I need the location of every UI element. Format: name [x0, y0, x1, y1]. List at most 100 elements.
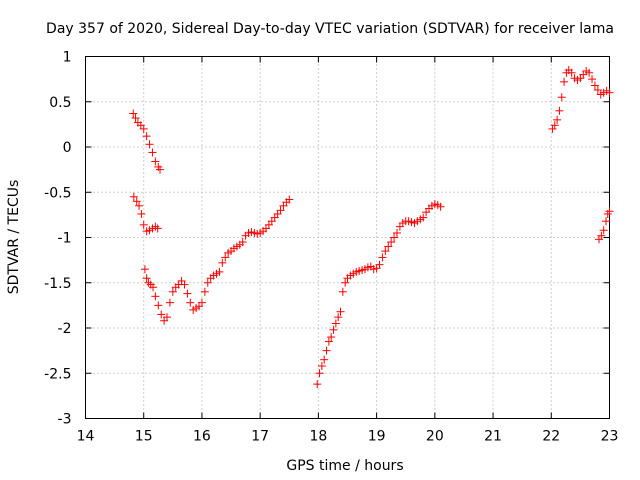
data-point — [183, 289, 192, 298]
data-point — [381, 247, 390, 256]
data-point — [238, 238, 247, 247]
y-tick-label: 0.5 — [49, 95, 71, 111]
data-point — [156, 165, 165, 174]
x-tick-label: 18 — [309, 429, 327, 445]
data-point — [560, 77, 569, 86]
data-point — [557, 93, 566, 102]
data-point — [588, 75, 597, 84]
data-point — [218, 258, 227, 267]
data-point — [315, 369, 324, 378]
data-point — [135, 201, 144, 210]
y-tick-label: -1 — [58, 231, 72, 247]
data-point — [131, 114, 140, 123]
data-point — [313, 380, 322, 389]
data-point — [129, 192, 138, 201]
data-point — [149, 283, 158, 292]
y-tick-label: -3 — [58, 412, 72, 428]
series-arc-5 — [548, 66, 614, 133]
data-point — [605, 207, 614, 216]
data-point — [129, 109, 138, 118]
series-arc-1 — [129, 109, 165, 174]
data-point — [140, 265, 149, 274]
data-point — [186, 298, 195, 307]
x-tick-label: 16 — [193, 429, 211, 445]
y-tick-label: 0 — [63, 140, 72, 156]
data-point — [165, 298, 174, 307]
series-arc-3 — [140, 195, 294, 325]
x-tick-label: 20 — [426, 429, 444, 445]
data-point — [153, 224, 162, 233]
data-point — [593, 85, 602, 94]
data-point — [139, 124, 148, 133]
x-tick-label: 21 — [484, 429, 502, 445]
data-point — [602, 217, 611, 226]
data-point — [168, 287, 177, 296]
data-point — [375, 260, 384, 269]
data-point — [585, 68, 594, 77]
y-tick-label: 1 — [63, 50, 72, 66]
data-point — [142, 274, 151, 283]
x-tick-label: 23 — [601, 429, 619, 445]
data-point — [142, 132, 151, 141]
series-arc-4 — [313, 200, 445, 389]
data-point — [597, 231, 606, 240]
data-point — [334, 313, 343, 322]
y-tick-label: -2 — [58, 321, 72, 337]
data-point — [180, 280, 189, 289]
data-point — [378, 253, 387, 262]
x-tick-label: 22 — [542, 429, 560, 445]
x-axis-label: GPS time / hours — [286, 458, 403, 474]
data-point — [151, 157, 160, 166]
data-point — [390, 233, 399, 242]
data-point — [203, 278, 212, 287]
data-point — [329, 325, 338, 334]
data-point — [419, 213, 428, 222]
data-point — [154, 301, 163, 310]
data-point — [392, 228, 401, 237]
data-point — [338, 287, 347, 296]
data-point — [567, 68, 576, 77]
data-point — [285, 195, 294, 204]
data-point — [322, 346, 331, 355]
x-tick-label: 15 — [135, 429, 153, 445]
data-point — [327, 333, 336, 342]
data-point — [151, 292, 160, 301]
data-point — [163, 313, 172, 322]
x-tick-labels: 14 15 16 17 18 19 20 21 22 23 — [77, 429, 619, 445]
data-point — [320, 355, 329, 364]
data-point — [139, 220, 148, 229]
axis-ticks — [85, 56, 610, 419]
data-point — [331, 319, 340, 328]
grid-lines — [85, 56, 610, 419]
data-point — [324, 337, 333, 346]
y-tick-label: -1.5 — [44, 276, 71, 292]
data-point — [341, 278, 350, 287]
data-point — [387, 238, 396, 247]
data-point — [605, 88, 614, 97]
chart-title: Day 357 of 2020, Sidereal Day-to-day VTE… — [46, 21, 614, 37]
y-tick-label: -0.5 — [44, 185, 71, 201]
data-point — [145, 140, 154, 149]
data-point — [200, 287, 209, 296]
data-point — [215, 267, 224, 276]
data-point — [384, 242, 393, 251]
y-tick-label: -2.5 — [44, 366, 71, 382]
data-point — [599, 226, 608, 235]
series-arc-6 — [595, 207, 614, 244]
series-arc-2 — [129, 192, 162, 236]
y-axis-label: SDTVAR / TECUs — [6, 180, 22, 295]
data-point — [336, 307, 345, 316]
data-point — [157, 310, 166, 319]
data-point — [137, 209, 146, 218]
x-tick-label: 17 — [251, 429, 269, 445]
data-point — [148, 148, 157, 157]
data-points — [129, 66, 614, 389]
x-tick-label: 14 — [77, 429, 95, 445]
data-point — [132, 197, 141, 206]
data-point — [590, 81, 599, 90]
plot-frame — [85, 56, 610, 419]
data-point — [276, 206, 285, 215]
data-point — [553, 115, 562, 124]
y-tick-labels: 1 0.5 0 -0.5 -1 -1.5 -2 -2.5 -3 — [44, 50, 71, 428]
